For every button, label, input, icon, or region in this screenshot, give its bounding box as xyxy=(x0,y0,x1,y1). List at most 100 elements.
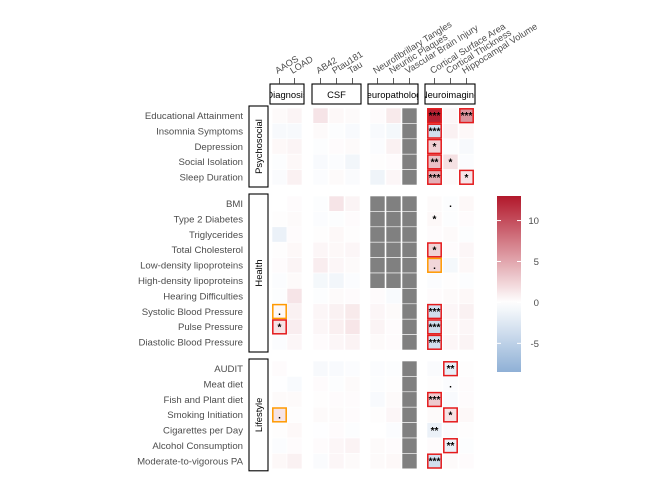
heatmap-cell xyxy=(312,169,329,186)
significance-label: *** xyxy=(429,395,441,406)
heatmap-cell xyxy=(286,391,303,408)
heatmap-cell xyxy=(271,138,288,155)
row-label: Moderate-to-vigorous PA xyxy=(137,456,244,467)
significance-box xyxy=(427,319,442,335)
heatmap-cell xyxy=(369,138,386,155)
heatmap-cell xyxy=(312,376,329,393)
heatmap-cell xyxy=(458,422,475,439)
significance-box xyxy=(272,303,287,320)
heatmap-cell xyxy=(312,334,329,351)
heatmap-cell xyxy=(344,453,361,470)
heatmap-cell xyxy=(286,153,303,170)
heatmap-cell xyxy=(369,169,386,186)
heatmap-cell xyxy=(401,288,418,305)
heatmap-cell xyxy=(369,272,386,289)
heatmap-cell xyxy=(458,138,475,155)
heatmap-cell xyxy=(385,169,402,186)
row-label: Triglycerides xyxy=(189,230,243,241)
significance-box xyxy=(459,169,474,185)
heatmap-cell xyxy=(271,288,288,305)
heatmap-cell xyxy=(385,318,402,335)
heatmap-cell xyxy=(442,334,459,351)
heatmap-cell xyxy=(385,123,402,140)
heatmap-cell xyxy=(344,422,361,439)
heatmap-cell xyxy=(312,107,329,124)
heatmap-cell xyxy=(401,334,418,351)
row-label: Educational Attainment xyxy=(145,111,243,122)
heatmap-cell xyxy=(442,211,459,228)
significance-label: *** xyxy=(429,338,441,349)
significance-box xyxy=(427,453,442,469)
row-label: Meat diet xyxy=(204,379,244,390)
heatmap-cell xyxy=(328,272,345,289)
heatmap-cell xyxy=(385,272,402,289)
colorbar xyxy=(497,196,521,372)
column-group-strip xyxy=(424,83,476,105)
heatmap-cell xyxy=(369,107,386,124)
heatmap-cell xyxy=(328,334,345,351)
heatmap-cell xyxy=(328,453,345,470)
significance-label: * xyxy=(433,215,437,226)
heatmap-cell xyxy=(369,123,386,140)
heatmap-cell xyxy=(312,226,329,243)
heatmap-cell xyxy=(312,303,329,320)
heatmap-cell xyxy=(442,288,459,305)
colorbar-tick-label: 10 xyxy=(528,216,539,227)
significance-box xyxy=(427,123,442,139)
heatmap-cell xyxy=(401,437,418,454)
heatmap-cell xyxy=(286,303,303,320)
heatmap-cell xyxy=(385,360,402,377)
significance-label: ** xyxy=(447,364,455,375)
column-group-strip xyxy=(269,83,305,105)
significance-label: * xyxy=(449,157,453,168)
heatmap-cell xyxy=(442,257,459,274)
heatmap-cell xyxy=(442,318,459,335)
significance-box xyxy=(459,108,474,124)
heatmap-cell xyxy=(344,288,361,305)
heatmap-cell xyxy=(442,422,459,439)
heatmap-cell xyxy=(286,437,303,454)
heatmap-cell xyxy=(458,453,475,470)
heatmap-cell xyxy=(401,303,418,320)
heatmap-cell xyxy=(328,257,345,274)
heatmap-cell xyxy=(271,211,288,228)
heatmap-cell xyxy=(442,391,459,408)
row-group-strip xyxy=(248,193,269,353)
heatmap-cell xyxy=(401,406,418,423)
heatmap-cell xyxy=(458,318,475,335)
significance-box xyxy=(427,154,442,170)
heatmap-cell xyxy=(385,195,402,212)
heatmap-cell xyxy=(344,226,361,243)
row-group-strip xyxy=(248,105,269,188)
heatmap-cell xyxy=(458,211,475,228)
heatmap-cell xyxy=(286,195,303,212)
heatmap-cell xyxy=(369,376,386,393)
heatmap-cell xyxy=(344,376,361,393)
heatmap-cell xyxy=(312,453,329,470)
significance-label: *** xyxy=(461,111,473,122)
row-label: Low-density lipoproteins xyxy=(140,261,243,272)
row-label: BMI xyxy=(226,199,243,210)
heatmap-cell xyxy=(344,257,361,274)
significance-label: ** xyxy=(431,426,439,437)
heatmap-cell xyxy=(271,123,288,140)
heatmap-cell xyxy=(426,406,443,423)
heatmap-cell xyxy=(442,123,459,140)
heatmap-cell xyxy=(401,360,418,377)
column-group-label: Neuropathology xyxy=(360,89,427,100)
heatmap-cell xyxy=(385,391,402,408)
heatmap-cell xyxy=(286,318,303,335)
heatmap-cell xyxy=(328,437,345,454)
heatmap-cell xyxy=(328,391,345,408)
heatmap-cell xyxy=(369,334,386,351)
heatmap-cell xyxy=(442,169,459,186)
significance-box xyxy=(443,361,458,377)
heatmap-cell xyxy=(344,123,361,140)
heatmap-cell xyxy=(458,226,475,243)
heatmap-cell xyxy=(369,241,386,258)
row-group-strip xyxy=(248,358,269,472)
heatmap-cell xyxy=(286,406,303,423)
row-label: Cigarettes per Day xyxy=(163,426,243,437)
heatmap-cell xyxy=(385,376,402,393)
significance-label: . xyxy=(449,380,452,391)
